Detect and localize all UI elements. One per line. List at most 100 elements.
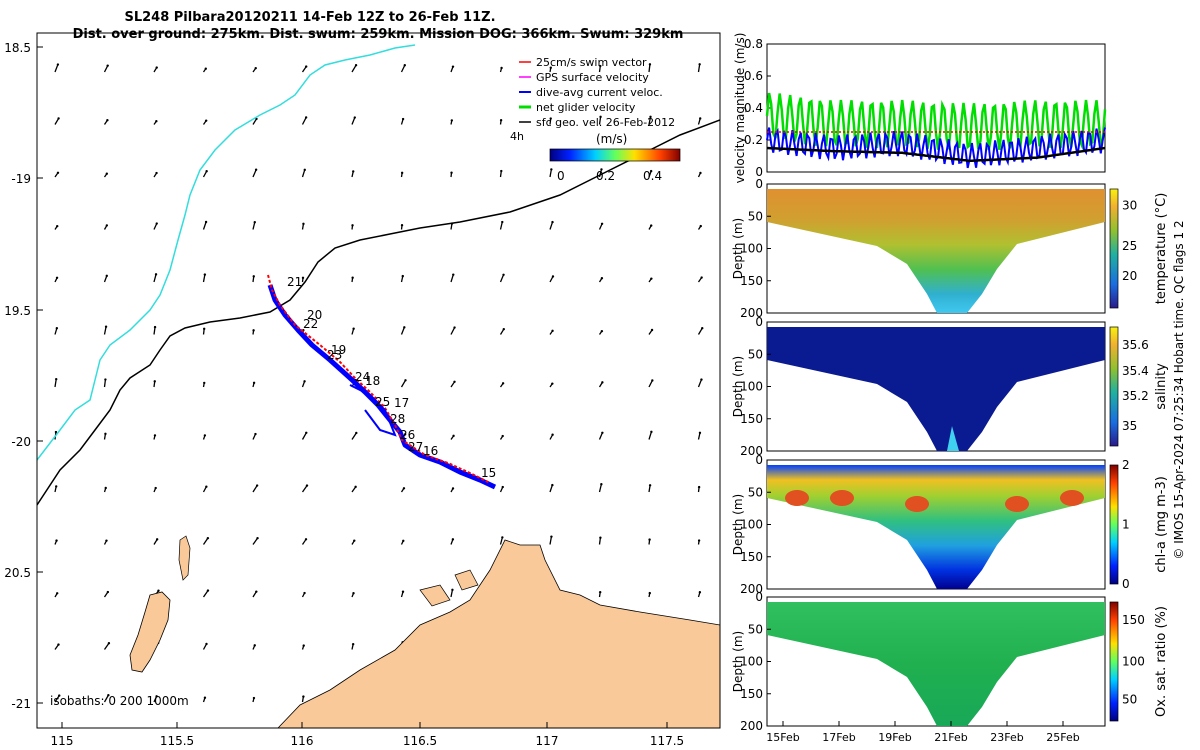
day-label: 28 <box>390 412 405 426</box>
colorbar-label: temperature (°C) <box>1154 193 1169 305</box>
velocity-arrow-head <box>304 65 308 68</box>
map-legend: 25cm/s swim vector GPS surface velocity … <box>519 56 675 129</box>
velocity-arrow <box>54 379 57 388</box>
velocity-arrow-head <box>106 64 109 67</box>
velocity-arrow-head <box>551 483 554 487</box>
chl-max-patch <box>905 496 929 512</box>
velocity-arrow-head <box>601 431 604 434</box>
legend-label-dive: dive-avg current veloc. <box>536 86 663 99</box>
profile-panel: 0 50 100 150 200 Depth (m) 30 25 20 temperature (… <box>731 177 1169 320</box>
profile-panel: 0 50 100 150 200 Depth (m) 35.6 35.4 35.2 35 salin… <box>731 315 1169 458</box>
velocity-arrow-head <box>599 536 602 539</box>
velocity-arrow <box>351 117 356 125</box>
velocity-arrow-head <box>303 591 306 595</box>
velocity-arrow-head <box>256 536 259 540</box>
velocity-arrow-head <box>57 643 60 646</box>
velocity-arrow-head <box>352 327 355 330</box>
velocity-arrow-head <box>305 484 309 487</box>
date-tick: 17Feb <box>822 731 855 744</box>
map-x-tick: 115.5 <box>160 734 194 748</box>
velocity-arrow <box>450 589 454 598</box>
colorbar-tick: 25 <box>1122 239 1137 253</box>
velocity-arrow-head <box>305 431 308 435</box>
colorbar-tick: 2 <box>1122 458 1130 472</box>
velocity-arrow <box>103 694 109 703</box>
depth-tick: 50 <box>748 485 763 499</box>
depth-tick: 200 <box>740 306 763 320</box>
velocity-arrow-head <box>600 329 604 333</box>
depth-tick: 0 <box>755 315 763 329</box>
depth-tick: 100 <box>740 380 763 394</box>
velocity-arrow-head <box>352 170 355 173</box>
velocity-arrow-head <box>698 591 702 594</box>
velocity-arrow <box>202 274 206 283</box>
legend-label-sfc: sfc geo. vel. 26-Feb-2012 <box>536 116 675 129</box>
velocity-arrow-head <box>551 433 554 436</box>
colorbar-label: salinity <box>1154 363 1169 410</box>
velocity-arrow-head <box>651 379 654 382</box>
velocity-arrow-head <box>105 172 109 175</box>
series-net-glider-velocity <box>765 92 1107 151</box>
day-label: 24 <box>355 370 370 384</box>
velocity-arrow-head <box>56 171 60 174</box>
map-y-tick: -19 <box>11 172 31 186</box>
day-label: 23 <box>327 348 342 362</box>
velocity-arrow <box>598 432 603 440</box>
day-label: 27 <box>408 440 423 454</box>
map-x-tick: 116.5 <box>403 734 437 748</box>
velocity-arrow-head <box>107 694 110 697</box>
legend-label-gps: GPS surface velocity <box>536 71 649 84</box>
velocity-arrow <box>450 327 456 335</box>
velocity-arrow-head <box>648 538 651 541</box>
colorbar-label: chl-a (mg m-3) <box>1154 476 1169 573</box>
velocity-arrow-head <box>502 327 505 331</box>
velocity-arrow-head <box>107 642 111 645</box>
velocity-arrow-head <box>598 590 602 594</box>
velocity-y-tick: 0.4 <box>744 101 763 115</box>
velocity-arrow-head <box>551 382 554 385</box>
velocity-arrow-head <box>403 64 406 67</box>
velocity-y-tick: 0.2 <box>744 133 763 147</box>
depth-tick: 100 <box>740 242 763 256</box>
velocity-arrow-head <box>56 224 59 228</box>
colorbar-tick: 35.6 <box>1122 338 1149 352</box>
velocity-arrow <box>202 537 209 545</box>
velocity-arrow-head <box>650 430 653 434</box>
velocity-arrow-head <box>206 589 210 592</box>
depth-tick: 150 <box>740 550 763 564</box>
velocity-arrow-head <box>155 171 158 175</box>
series-sfc-geo-velocity <box>766 146 1106 163</box>
velocity-arrow-head <box>253 644 256 647</box>
colorbar-tick: 1 <box>1122 518 1130 532</box>
velocity-arrow-head <box>204 119 208 122</box>
velocity-arrow-head <box>354 64 358 67</box>
velocity-arrow-head <box>700 378 703 381</box>
island-small <box>419 569 479 607</box>
velocity-arrow-head <box>204 67 207 70</box>
isobath-note: isobaths: 0 200 1000m <box>50 694 189 708</box>
copyright-note: © IMOS 15-Apr-2024 07:25:34 Hobart time.… <box>1172 220 1186 559</box>
velocity-arrow-head <box>699 171 702 175</box>
velocity-arrow-head <box>650 328 654 332</box>
velocity-y-tick: 0 <box>755 165 763 179</box>
velocity-arrow-head <box>304 538 308 541</box>
isobath-1000m <box>37 44 416 461</box>
colorbar-tick: 35 <box>1122 419 1137 433</box>
velocity-arrow-head <box>303 168 306 172</box>
island-large <box>129 591 171 673</box>
velocity-arrow-head <box>452 273 455 276</box>
velocity-arrow-head <box>157 589 160 592</box>
velocity-arrow-head <box>105 274 108 278</box>
title-line-2: Dist. over ground: 275km. Dist. swum: 25… <box>73 27 684 42</box>
velocity-arrow-head <box>450 119 454 122</box>
velocity-arrow-head <box>402 539 405 543</box>
velocity-arrow <box>352 747 353 750</box>
velocity-arrow-head <box>599 115 602 119</box>
velocity-arrow-head <box>55 539 58 542</box>
velocity-arrow-head <box>451 487 455 490</box>
salinity-low-patch <box>947 426 959 451</box>
velocity-arrow-head <box>402 487 406 490</box>
velocity-arrow-head <box>699 224 702 228</box>
velocity-arrow-head <box>254 432 257 436</box>
